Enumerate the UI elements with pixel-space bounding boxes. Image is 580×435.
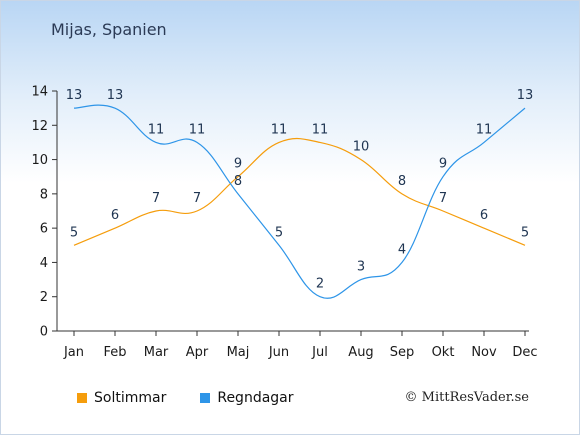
data-label-rain: 11 — [148, 122, 165, 137]
y-tick-label: 10 — [31, 153, 48, 168]
x-tick-label: Feb — [103, 345, 126, 360]
data-label-sun: 8 — [398, 174, 406, 189]
data-label-rain: 13 — [107, 88, 124, 103]
chart-title: Mijas, Spanien — [51, 20, 167, 39]
x-tick-label: Maj — [227, 345, 250, 360]
y-tick-label: 4 — [40, 256, 48, 271]
data-label-sun: 11 — [271, 122, 288, 137]
x-tick-label: Sep — [390, 345, 415, 360]
x-tick-label: Dec — [512, 345, 537, 360]
x-tick-label: Nov — [471, 345, 497, 360]
data-label-sun: 9 — [234, 157, 242, 172]
y-tick-label: 0 — [40, 325, 48, 340]
data-label-rain: 9 — [439, 157, 447, 172]
y-tick-label: 14 — [31, 85, 48, 100]
data-label-sun: 5 — [521, 225, 529, 240]
data-label-rain: 13 — [517, 88, 534, 103]
data-label-sun: 7 — [439, 191, 447, 206]
y-tick-label: 2 — [40, 290, 48, 305]
data-label-rain: 11 — [189, 122, 206, 137]
data-label-rain: 4 — [398, 242, 406, 257]
x-tick-label: Apr — [186, 345, 209, 360]
legend-label-rain: Regndagar — [217, 390, 294, 406]
data-labels: 5 6 7 7 9 11 11 10 8 7 6 5 13 13 11 11 8 5 2 3 4 9 11 13 — [66, 88, 534, 292]
data-label-rain: 2 — [316, 277, 324, 292]
series-line-sun — [73, 137, 526, 246]
data-label-rain: 8 — [234, 174, 242, 189]
x-tick-label: Okt — [432, 345, 455, 360]
axes: 0 2 4 6 8 10 12 14 Jan Feb Mar Apr Maj Jun Jul Aug Sep Ok… — [31, 85, 537, 361]
data-label-sun: 6 — [480, 208, 488, 223]
legend-entry-sun: Soltimmar — [77, 390, 166, 406]
legend-label-sun: Soltimmar — [94, 390, 167, 406]
x-tick-label: Jun — [268, 345, 289, 360]
x-tick-label: Aug — [348, 345, 373, 360]
series-line-rain — [73, 104, 526, 299]
data-label-sun: 10 — [353, 140, 370, 155]
data-label-sun: 5 — [70, 225, 78, 240]
x-tick-label: Mar — [144, 345, 169, 360]
data-label-rain: 3 — [357, 260, 365, 275]
data-label-sun: 7 — [152, 191, 160, 206]
data-label-rain: 13 — [66, 88, 83, 103]
legend-swatch-rain — [200, 393, 211, 403]
x-tick-label: Jan — [63, 345, 84, 360]
data-label-sun: 6 — [111, 208, 119, 223]
y-tick-label: 8 — [40, 187, 48, 202]
data-label-sun: 7 — [193, 191, 201, 206]
legend-swatch-sun — [77, 393, 87, 403]
x-tick-label: Jul — [311, 345, 328, 360]
data-label-rain: 11 — [476, 122, 493, 137]
data-label-rain: 5 — [275, 225, 283, 240]
copyright-notice: © MittResVader.se — [404, 390, 529, 405]
series-lines — [73, 104, 526, 299]
y-tick-label: 12 — [31, 119, 48, 134]
legend-entry-rain: Regndagar — [200, 390, 294, 406]
legend: Soltimmar Regndagar — [77, 390, 328, 406]
y-tick-label: 6 — [40, 222, 48, 237]
data-label-sun: 11 — [312, 122, 329, 137]
